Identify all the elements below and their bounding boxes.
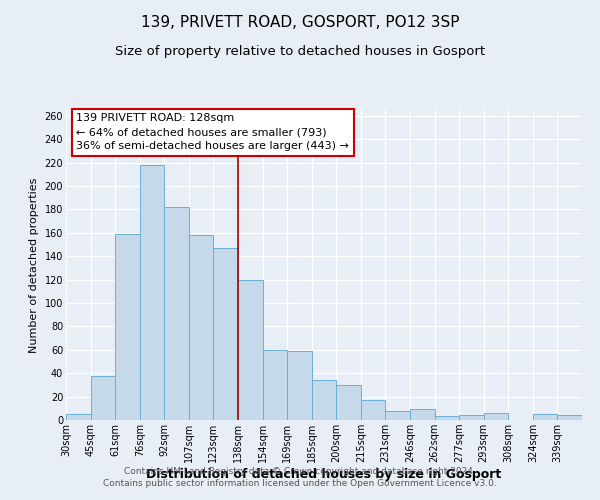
- Text: 139, PRIVETT ROAD, GOSPORT, PO12 3SP: 139, PRIVETT ROAD, GOSPORT, PO12 3SP: [141, 15, 459, 30]
- Bar: [189, 235, 214, 420]
- Bar: [238, 280, 263, 420]
- Text: Contains HM Land Registry data © Crown copyright and database right 2024.
Contai: Contains HM Land Registry data © Crown c…: [103, 466, 497, 487]
- Bar: [484, 413, 508, 420]
- Bar: [66, 414, 91, 420]
- Bar: [312, 380, 336, 420]
- Bar: [214, 248, 238, 420]
- Y-axis label: Number of detached properties: Number of detached properties: [29, 178, 39, 352]
- Text: 139 PRIVETT ROAD: 128sqm
← 64% of detached houses are smaller (793)
36% of semi-: 139 PRIVETT ROAD: 128sqm ← 64% of detach…: [76, 113, 349, 151]
- Bar: [164, 207, 189, 420]
- Bar: [140, 165, 164, 420]
- Bar: [287, 351, 312, 420]
- X-axis label: Distribution of detached houses by size in Gosport: Distribution of detached houses by size …: [146, 468, 502, 481]
- Bar: [361, 400, 385, 420]
- Bar: [385, 410, 410, 420]
- Bar: [533, 414, 557, 420]
- Bar: [434, 416, 459, 420]
- Text: Size of property relative to detached houses in Gosport: Size of property relative to detached ho…: [115, 45, 485, 58]
- Bar: [263, 350, 287, 420]
- Bar: [91, 376, 115, 420]
- Bar: [557, 416, 582, 420]
- Bar: [459, 416, 484, 420]
- Bar: [115, 234, 140, 420]
- Bar: [410, 410, 434, 420]
- Bar: [336, 385, 361, 420]
